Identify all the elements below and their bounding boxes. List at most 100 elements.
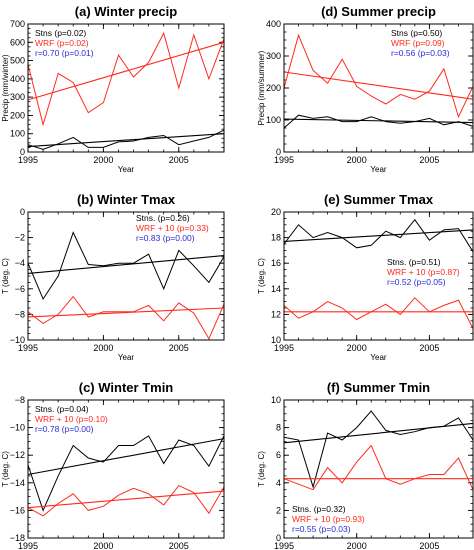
x-axis-label: Year bbox=[370, 353, 387, 362]
x-tick-label: 2005 bbox=[419, 155, 439, 165]
trend-line bbox=[27, 490, 225, 509]
legend-entry: r=0.56 (p=0.03) bbox=[391, 48, 450, 58]
panel-f: (f) Summer Tmin0246810199520002005YearT … bbox=[257, 380, 474, 550]
panel-b: (b) Winter Tmax −10 −8 −6 −4 −2 0 1995 2000 2005 Y… bbox=[1, 192, 225, 362]
y-tick-label: 500 bbox=[10, 56, 25, 66]
series-line bbox=[27, 295, 225, 340]
x-axis-label: Year bbox=[370, 165, 387, 174]
x-tick-label: 2000 bbox=[93, 541, 113, 550]
legend-entry: WRF (p=0.09) bbox=[391, 38, 445, 48]
legend-entry: WRF + 10 (p=0.87) bbox=[387, 267, 460, 277]
y-tick-label: 10 bbox=[271, 335, 281, 345]
x-tick-label: 2005 bbox=[169, 155, 189, 165]
x-tick-label: 1995 bbox=[18, 155, 38, 165]
y-tick-label: 8 bbox=[276, 423, 281, 433]
y-axis-label: T (deg. C) bbox=[257, 258, 266, 294]
x-tick-label: 2000 bbox=[347, 541, 367, 550]
legend-entry: WRF + 10 (p=0.33) bbox=[136, 223, 209, 233]
y-tick-label: 200 bbox=[10, 110, 25, 120]
y-tick-label: −16 bbox=[10, 505, 25, 515]
y-axis-label: T (deg. C) bbox=[1, 258, 10, 294]
x-tick-label: 2005 bbox=[169, 343, 189, 353]
series-line bbox=[283, 297, 474, 329]
y-tick-label: 100 bbox=[10, 129, 25, 139]
panel-c: (c) Winter Tmin −18 −16 −14 −12 −10 −8 1995 2000… bbox=[1, 380, 225, 550]
legend-entry: Stns (p=0.50) bbox=[391, 28, 442, 38]
legend-entry: WRF + 10 (p=0.10) bbox=[35, 414, 108, 424]
y-tick-label: −18 bbox=[10, 533, 25, 543]
x-tick-label: 1995 bbox=[274, 155, 294, 165]
y-tick-label: 300 bbox=[266, 51, 281, 61]
x-tick-label: 2000 bbox=[347, 343, 367, 353]
trend-line bbox=[283, 422, 474, 444]
trend-line bbox=[283, 118, 474, 124]
y-tick-label: 14 bbox=[271, 284, 281, 294]
x-axis-label: Year bbox=[118, 353, 135, 362]
y-tick-label: 0 bbox=[276, 533, 281, 543]
y-axis-label: Precip (mm/summer) bbox=[257, 50, 266, 125]
y-tick-label: 700 bbox=[10, 19, 25, 29]
y-tick-label: −6 bbox=[15, 284, 25, 294]
plot-frame bbox=[27, 399, 225, 539]
panel-title: (f) Summer Tmin bbox=[327, 380, 430, 395]
x-tick-label: 1995 bbox=[274, 343, 294, 353]
panel-d: (d) Summer precip 0 100 200 300 400 1995 2000 20… bbox=[257, 4, 474, 174]
x-tick-label: 2005 bbox=[169, 541, 189, 550]
y-tick-label: 300 bbox=[10, 92, 25, 102]
series-line bbox=[283, 33, 474, 119]
y-tick-label: 400 bbox=[10, 74, 25, 84]
y-tick-label: 0 bbox=[20, 207, 25, 217]
y-tick-label: 10 bbox=[271, 395, 281, 405]
y-tick-label: 600 bbox=[10, 37, 25, 47]
y-tick-label: 18 bbox=[271, 233, 281, 243]
y-tick-label: −12 bbox=[10, 450, 25, 460]
plot-frame bbox=[283, 399, 474, 539]
legend-entry: Stns. (p=0.04) bbox=[35, 404, 89, 414]
series-line bbox=[27, 231, 225, 301]
y-tick-label: −8 bbox=[15, 309, 25, 319]
x-tick-label: 1995 bbox=[18, 541, 38, 550]
plot-frame bbox=[283, 23, 474, 153]
legend-entry: Stns. (p=0.26) bbox=[136, 213, 190, 223]
y-tick-label: 100 bbox=[266, 115, 281, 125]
panel-e: (e) Summer Tmax 10 12 14 16 18 20 1995 2000 2005 Y… bbox=[257, 192, 474, 362]
x-tick-label: 2000 bbox=[93, 343, 113, 353]
series-line bbox=[283, 444, 474, 491]
x-axis-label: Year bbox=[118, 165, 135, 174]
series-line bbox=[27, 129, 225, 150]
y-tick-label: 6 bbox=[276, 450, 281, 460]
y-tick-label: −14 bbox=[10, 478, 25, 488]
y-tick-label: −8 bbox=[15, 395, 25, 405]
x-tick-label: 2000 bbox=[347, 155, 367, 165]
y-tick-label: 0 bbox=[276, 147, 281, 157]
panel-a: (a) Winter precip 0 100 200 300 400 500 600 700 1… bbox=[1, 4, 225, 174]
legend-entry: r=0.78 (p=0.00) bbox=[35, 424, 94, 434]
y-tick-label: 400 bbox=[266, 19, 281, 29]
legend-entry: r=0.70 (p=0.01) bbox=[35, 48, 94, 58]
y-tick-label: 2 bbox=[276, 505, 281, 515]
trend-line bbox=[27, 41, 225, 101]
series-line bbox=[27, 484, 225, 517]
panel-title: (e) Summer Tmax bbox=[324, 192, 434, 207]
plot-frame bbox=[27, 211, 225, 341]
series-line bbox=[283, 410, 474, 489]
y-tick-label: 4 bbox=[276, 478, 281, 488]
y-tick-label: −2 bbox=[15, 233, 25, 243]
x-tick-label: 2000 bbox=[93, 155, 113, 165]
legend-entry: r=0.55 (p=0.03) bbox=[292, 524, 351, 534]
legend-entry: Stns. (p=0.32) bbox=[292, 504, 346, 514]
panel-title: (d) Summer precip bbox=[321, 4, 436, 19]
y-tick-label: −4 bbox=[15, 258, 25, 268]
legend-entry: WRF + 10 (p=0.93) bbox=[292, 514, 365, 524]
x-tick-label: 2005 bbox=[419, 541, 439, 550]
y-tick-label: 200 bbox=[266, 83, 281, 93]
legend-entry: Stns (p=0.02) bbox=[35, 28, 86, 38]
trend-line bbox=[283, 71, 474, 100]
series-line bbox=[283, 114, 474, 129]
x-tick-label: 2005 bbox=[419, 343, 439, 353]
y-tick-label: 12 bbox=[271, 309, 281, 319]
trend-line bbox=[27, 254, 225, 274]
y-axis-label: T (deg. C) bbox=[1, 451, 10, 487]
trend-line bbox=[27, 133, 225, 148]
